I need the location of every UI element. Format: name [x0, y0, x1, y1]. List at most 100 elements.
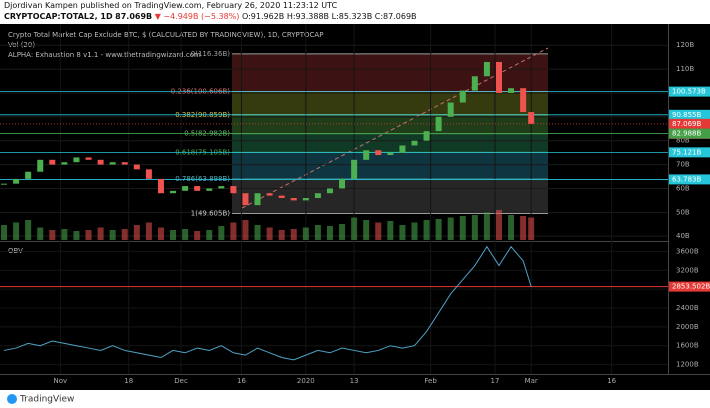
close: C:87.069B: [374, 12, 417, 21]
publisher: Djordivan Kampen published on TradingVie…: [4, 1, 338, 10]
footer: TradingView: [19, 395, 74, 405]
volume-bar: [97, 227, 104, 240]
volume-bar: [1, 225, 8, 240]
volume-bar: [109, 230, 116, 240]
volume-bar: [218, 226, 225, 240]
y-tick-label: 120B: [676, 41, 694, 49]
y-tick-label: 110B: [676, 65, 694, 73]
volume-bar: [290, 229, 297, 240]
volume-bar: [145, 222, 152, 240]
volume-bar: [182, 229, 189, 240]
low: L:85.323B: [331, 12, 373, 21]
header: Djordivan Kampen published on TradingVie…: [4, 0, 417, 22]
y-tick-label: 40B: [676, 232, 690, 240]
candle: [447, 102, 454, 117]
candle: [314, 193, 321, 198]
fib-label: 0(116.36B): [191, 50, 230, 58]
price-box-label: 82.988B: [672, 130, 701, 138]
price-box: [669, 86, 710, 97]
volume-bar: [242, 220, 249, 240]
volume-bar: [387, 221, 394, 240]
candle: [290, 197, 297, 201]
volume-bar: [278, 230, 285, 240]
x-tick-label: 16: [237, 377, 246, 385]
logo: [7, 394, 17, 404]
x-tick-label: Mar: [525, 377, 538, 385]
obv-tick-label: 2400B: [676, 304, 699, 312]
candle: [194, 186, 201, 191]
volume-bar: [326, 226, 333, 240]
fib-label: 1(49.605B): [191, 209, 230, 217]
volume-bar: [471, 215, 478, 240]
chart-title: Crypto Total Market Cap Exclude BTC, $ (…: [8, 31, 323, 39]
quote: CRYPTOCAP:TOTAL2, 1D 87.069B ▼ −4.949B (…: [4, 11, 417, 22]
fib-zone: [232, 133, 548, 153]
candle: [25, 171, 32, 179]
candle: [85, 157, 92, 160]
candle: [49, 159, 56, 165]
candle: [363, 150, 370, 160]
volume-bar: [314, 225, 321, 240]
y-tick-label: 60B: [676, 184, 690, 192]
candle: [423, 131, 430, 141]
volume-bar: [37, 227, 44, 240]
candle: [242, 193, 249, 206]
obv-tick-label: 1200B: [676, 361, 699, 369]
candle: [302, 197, 309, 201]
candle: [411, 140, 418, 146]
y-tick-label: 50B: [676, 208, 690, 216]
candle: [1, 183, 8, 185]
volume-bar: [495, 210, 502, 240]
volume-bar: [447, 217, 454, 240]
price: 87.069B: [115, 12, 153, 21]
volume-bar: [25, 220, 32, 240]
candle: [145, 169, 152, 179]
volume-bar: [49, 230, 56, 240]
obv-tick-label: 1600B: [676, 342, 699, 350]
open: O:91.962B: [241, 12, 285, 21]
volume-bar: [351, 217, 358, 240]
change: ▼ −4.949B (−5.38%): [154, 12, 240, 21]
obv-tick-label: 3200B: [676, 266, 699, 274]
volume-bar: [302, 227, 309, 240]
volume-bar: [121, 229, 128, 240]
volume-bar: [194, 231, 201, 240]
candle: [133, 164, 140, 170]
candle: [182, 186, 189, 191]
obv-tick-label: 3600B: [676, 247, 699, 255]
candle: [121, 162, 128, 165]
high: H:93.388B: [286, 12, 330, 21]
x-tick-label: 17: [491, 377, 500, 385]
candle: [399, 145, 406, 153]
candle: [528, 112, 535, 124]
volume-bar: [230, 222, 237, 240]
volume-bar: [170, 230, 177, 240]
candle: [13, 178, 20, 184]
candle: [266, 193, 273, 196]
price-box-label: 100.573B: [672, 88, 706, 96]
candle: [508, 88, 515, 93]
candle: [326, 188, 333, 194]
candle: [278, 195, 285, 198]
volume-bar: [528, 217, 535, 240]
volume-bar: [375, 222, 382, 240]
price-box-label: 87.069B: [672, 120, 701, 128]
volume-bar: [435, 219, 442, 240]
volume-bar: [206, 230, 213, 240]
volume-bar: [423, 220, 430, 240]
candle: [375, 150, 382, 156]
x-tick-label: 16: [607, 377, 616, 385]
candle: [230, 186, 237, 194]
fib-zone: [232, 152, 548, 180]
candle: [483, 61, 490, 77]
volume-bar: [61, 229, 68, 240]
volume-bar: [483, 212, 490, 240]
x-tick-label: 2020: [297, 377, 315, 385]
fib-zone: [232, 91, 548, 115]
obv-line: [3, 245, 532, 361]
indicator-label: ALPHA: Exhaustion 8 v1.1 - www.thetradin…: [8, 51, 201, 59]
candle: [109, 162, 116, 165]
candle: [157, 178, 164, 194]
price-box: [669, 128, 710, 139]
